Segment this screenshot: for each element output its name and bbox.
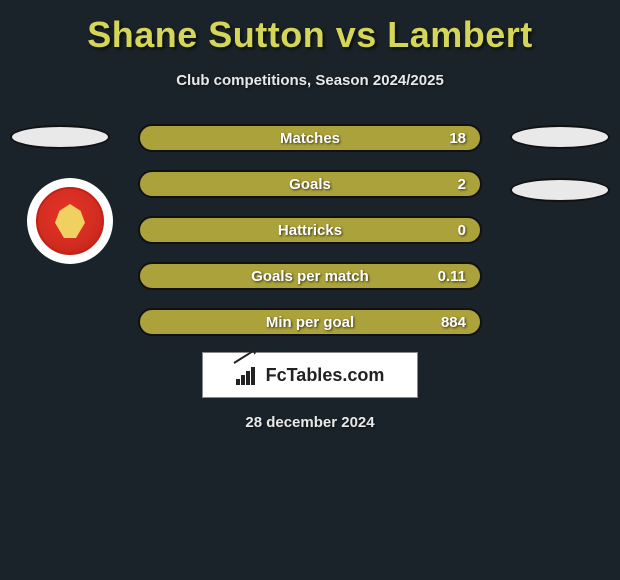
bar-chart-icon <box>236 365 260 385</box>
stat-value: 2 <box>458 176 466 193</box>
stat-bar-hattricks: Hattricks 0 <box>138 216 482 244</box>
club-badge <box>27 178 113 264</box>
stat-value: 0.11 <box>438 268 466 285</box>
stat-value: 0 <box>458 222 466 239</box>
player-slot-right-1 <box>510 125 610 149</box>
stat-value: 884 <box>441 314 466 331</box>
club-crest-icon <box>36 187 104 255</box>
stat-label: Goals <box>140 176 480 193</box>
stat-bar-goals-per-match: Goals per match 0.11 <box>138 262 482 290</box>
subtitle: Club competitions, Season 2024/2025 <box>0 72 620 89</box>
player-slot-left-1 <box>10 125 110 149</box>
stat-label: Hattricks <box>140 222 480 239</box>
attribution-text: FcTables.com <box>266 365 385 386</box>
stats-bars: Matches 18 Goals 2 Hattricks 0 Goals per… <box>138 124 482 354</box>
stat-bar-min-per-goal: Min per goal 884 <box>138 308 482 336</box>
attribution-box: FcTables.com <box>202 352 418 398</box>
stat-value: 18 <box>449 130 466 147</box>
player-slot-right-2 <box>510 178 610 202</box>
stat-bar-goals: Goals 2 <box>138 170 482 198</box>
stat-label: Goals per match <box>140 268 480 285</box>
stat-bar-matches: Matches 18 <box>138 124 482 152</box>
stat-label: Min per goal <box>140 314 480 331</box>
date-text: 28 december 2024 <box>0 414 620 431</box>
page-title: Shane Sutton vs Lambert <box>0 0 620 56</box>
stat-label: Matches <box>140 130 480 147</box>
